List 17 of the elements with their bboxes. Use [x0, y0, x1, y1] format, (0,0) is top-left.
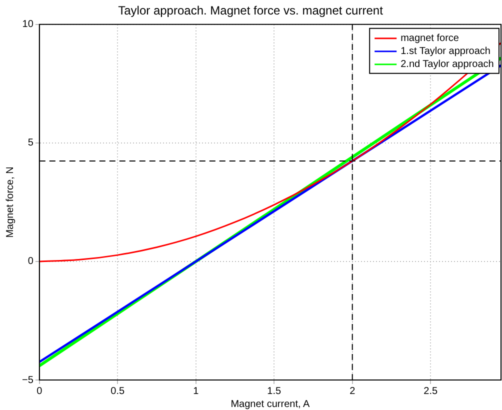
x-axis-title: Magnet current, A	[230, 398, 310, 410]
legend-label: magnet force	[400, 33, 460, 44]
x-tick-label: 2.5	[424, 386, 438, 397]
y-tick-label: 10	[22, 19, 34, 30]
y-tick-label: 0	[28, 256, 34, 268]
x-tick-label: 0.5	[110, 386, 126, 397]
chart-title: Taylor approach. Magnet force vs. magnet current	[118, 4, 384, 18]
x-tick-label: 1.5	[267, 386, 282, 397]
x-tick-label: 2	[350, 386, 356, 397]
legend-label: 2.nd Taylor approach	[400, 59, 494, 70]
x-tick-label: 0	[36, 386, 43, 397]
y-tick-label: −5	[22, 374, 34, 386]
y-axis-title: Magnet force, N	[4, 166, 16, 238]
y-tick-label: 5	[28, 138, 34, 149]
x-tick-label: 1	[193, 386, 200, 397]
line-series	[39, 42, 501, 262]
legend-label: 1.st Taylor approach	[400, 46, 490, 58]
